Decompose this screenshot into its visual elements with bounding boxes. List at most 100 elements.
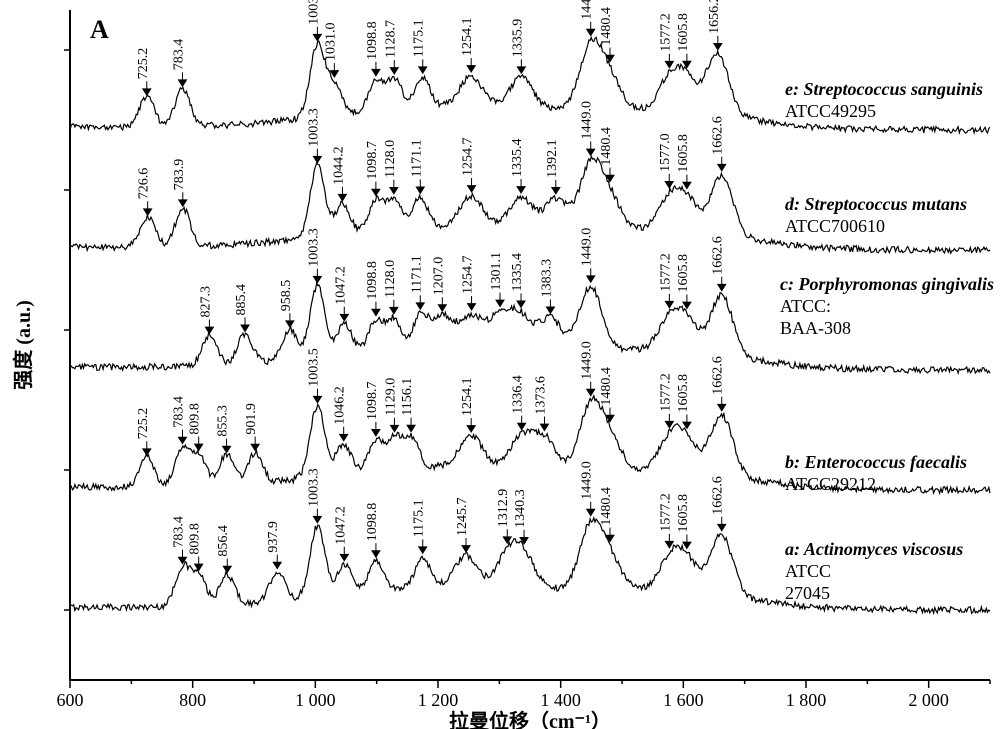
peak-label: 1335.9 [510, 19, 525, 58]
peak-label: 1577.2 [658, 13, 673, 52]
peak-arrowhead [462, 546, 470, 552]
peak-arrowhead [517, 187, 525, 193]
peak-arrowhead [251, 444, 259, 450]
peak-arrowhead [390, 425, 398, 431]
peak-label: 1254.7 [461, 138, 476, 177]
peak-arrowhead [407, 425, 415, 431]
peak-arrowhead [313, 276, 321, 282]
peak-label: 1656.2 [707, 0, 722, 34]
peak-label: 783.9 [172, 159, 187, 191]
peak-label: 1449.0 [580, 228, 595, 267]
peak-arrowhead [390, 187, 398, 193]
peak-label: 1662.6 [711, 356, 726, 395]
peak-arrowhead [372, 551, 380, 557]
peak-arrowhead [496, 300, 504, 306]
peak-arrowhead [273, 562, 281, 568]
peak-arrowhead [419, 547, 427, 553]
series-label-b: b: Enterococcus faecalisATCC29212 [785, 452, 967, 494]
peak-label: 1098.8 [365, 503, 380, 542]
peak-arrowhead [683, 182, 691, 188]
peak-label: 1044.2 [331, 146, 346, 185]
peak-arrowhead [313, 34, 321, 40]
peak-label: 856.4 [216, 525, 231, 557]
peak-label: 1245.7 [455, 498, 470, 537]
peak-arrowhead [178, 437, 186, 443]
x-tick-label: 1 600 [663, 690, 704, 710]
peak-label: 1662.6 [711, 116, 726, 155]
peak-arrowhead [313, 156, 321, 162]
peak-arrowhead [179, 200, 187, 206]
peak-label: 1336.4 [511, 375, 526, 414]
peak-arrowhead [286, 321, 294, 327]
peak-label: 1480.4 [599, 7, 614, 46]
peak-label: 1047.2 [333, 266, 348, 305]
peak-label: 726.6 [137, 168, 152, 200]
peak-arrowhead [372, 189, 380, 195]
peak-arrowhead [416, 303, 424, 309]
peak-arrowhead [372, 69, 380, 75]
peak-label: 827.3 [198, 286, 213, 318]
peak-arrowhead [718, 404, 726, 410]
peak-label: 1047.2 [333, 506, 348, 545]
peak-label: 1383.3 [539, 259, 554, 298]
peak-label: 1312.9 [496, 489, 511, 528]
peak-arrowhead [205, 327, 213, 333]
peak-arrowhead [241, 325, 249, 331]
peak-arrowhead [587, 509, 595, 515]
peak-label: 1171.1 [409, 139, 424, 177]
peak-label: 1577.2 [658, 373, 673, 412]
peak-arrowhead [416, 187, 424, 193]
peak-label: 1128.0 [383, 260, 398, 298]
peak-arrowhead [390, 307, 398, 313]
y-axis-title: 强度 (a.u.) [11, 300, 35, 389]
peak-label: 855.3 [216, 405, 231, 436]
peak-label: 1605.8 [676, 374, 691, 413]
peak-label: 1449.0 [580, 461, 595, 500]
peak-label: 1605.8 [676, 134, 691, 173]
peak-arrowhead [468, 186, 476, 192]
peak-label: 1254.1 [460, 378, 475, 417]
peak-arrowhead [340, 554, 348, 560]
x-tick-label: 1 000 [295, 690, 336, 710]
peak-label: 1480.4 [599, 367, 614, 406]
peak-label: 1662.6 [711, 476, 726, 515]
peak-label: 1605.8 [676, 494, 691, 533]
peak-arrowhead [587, 389, 595, 395]
peak-label: 1335.4 [510, 253, 525, 292]
peak-arrowhead [718, 284, 726, 290]
peak-label: 1175.1 [412, 19, 427, 57]
peak-arrowhead [330, 71, 338, 77]
peak-label: 1392.1 [545, 139, 560, 178]
peak-arrowhead [665, 181, 673, 187]
peak-label: 1662.6 [711, 236, 726, 275]
peak-arrowhead [467, 426, 475, 432]
peak-arrowhead [552, 188, 560, 194]
peak-arrowhead [518, 423, 526, 429]
peak-label: 1577.2 [658, 253, 673, 292]
peak-arrowhead [419, 67, 427, 73]
peak-arrowhead [438, 305, 446, 311]
x-tick-label: 2 000 [908, 690, 949, 710]
peak-arrowhead [718, 164, 726, 170]
peak-arrowhead [517, 301, 525, 307]
peak-arrowhead [665, 301, 673, 307]
peak-label: 1129.0 [383, 378, 398, 416]
peak-label: 1335.4 [510, 139, 525, 178]
peak-label: 1098.8 [365, 21, 380, 60]
peak-label: 1449.0 [580, 341, 595, 380]
peak-arrowhead [143, 449, 151, 455]
peak-label: 1175.1 [412, 499, 427, 537]
peak-label: 783.4 [171, 39, 186, 71]
peak-arrowhead [223, 566, 231, 572]
peak-arrowhead [144, 209, 152, 215]
peak-label: 1156.1 [400, 378, 415, 416]
peak-arrowhead [683, 422, 691, 428]
peak-label: 1046.2 [333, 386, 348, 425]
peak-label: 1031.0 [323, 23, 338, 62]
peak-label: 1098.7 [365, 141, 380, 180]
peak-arrowhead [665, 541, 673, 547]
peak-label: 1171.1 [409, 255, 424, 293]
peak-label: 1254.7 [461, 256, 476, 295]
peak-label: 1449.0 [580, 0, 595, 20]
peak-label: 958.5 [279, 280, 294, 312]
